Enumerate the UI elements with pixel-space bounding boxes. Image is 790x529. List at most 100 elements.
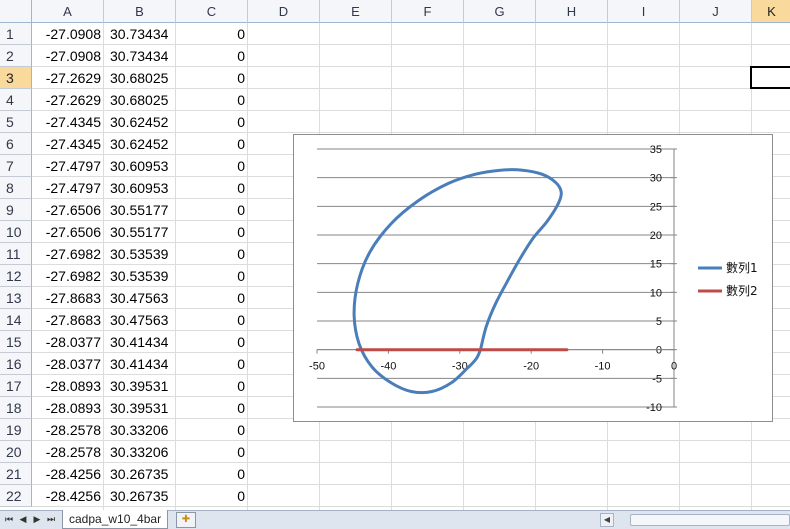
cell-b20[interactable]: 30.33206 — [110, 444, 169, 460]
cell-b18[interactable]: 30.39531 — [110, 400, 169, 416]
cell-c12[interactable]: 0 — [237, 268, 245, 284]
cell-a22[interactable]: -28.4256 — [45, 488, 101, 504]
column-header-c[interactable]: C — [176, 0, 248, 23]
active-cell-k3[interactable] — [750, 66, 790, 89]
cell-b19[interactable]: 30.33206 — [110, 422, 169, 438]
row-header-16[interactable]: 16 — [0, 353, 32, 375]
cell-b15[interactable]: 30.41434 — [110, 334, 169, 350]
cell-c6[interactable]: 0 — [237, 136, 245, 152]
column-header-d[interactable]: D — [248, 0, 320, 23]
cell-c22[interactable]: 0 — [237, 488, 245, 504]
select-all-corner[interactable] — [0, 0, 32, 23]
cell-a6[interactable]: -27.4345 — [45, 136, 101, 152]
row-header-11[interactable]: 11 — [0, 243, 32, 265]
first-sheet-button[interactable]: ⏮ — [4, 515, 14, 525]
row-header-4[interactable]: 4 — [0, 89, 32, 111]
cell-a10[interactable]: -27.6506 — [45, 224, 101, 240]
row-header-1[interactable]: 1 — [0, 23, 32, 45]
cell-c16[interactable]: 0 — [237, 356, 245, 372]
row-header-3[interactable]: 3 — [0, 67, 32, 89]
row-header-15[interactable]: 15 — [0, 331, 32, 353]
cell-b4[interactable]: 30.68025 — [110, 92, 169, 108]
cell-a1[interactable]: -27.0908 — [45, 26, 101, 42]
column-header-j[interactable]: J — [680, 0, 752, 23]
column-header-b[interactable]: B — [104, 0, 176, 23]
cell-a8[interactable]: -27.4797 — [45, 180, 101, 196]
cell-c15[interactable]: 0 — [237, 334, 245, 350]
cell-c4[interactable]: 0 — [237, 92, 245, 108]
row-header-12[interactable]: 12 — [0, 265, 32, 287]
cell-a4[interactable]: -27.2629 — [45, 92, 101, 108]
cell-a3[interactable]: -27.2629 — [45, 70, 101, 86]
row-header-13[interactable]: 13 — [0, 287, 32, 309]
cell-a15[interactable]: -28.0377 — [45, 334, 101, 350]
column-header-e[interactable]: E — [320, 0, 392, 23]
cell-b14[interactable]: 30.47563 — [110, 312, 169, 328]
horizontal-scrollbar[interactable]: ◀ — [600, 513, 790, 528]
last-sheet-button[interactable]: ⏭ — [46, 515, 56, 525]
cell-b21[interactable]: 30.26735 — [110, 466, 169, 482]
cell-a13[interactable]: -27.8683 — [45, 290, 101, 306]
cell-c9[interactable]: 0 — [237, 202, 245, 218]
row-header-5[interactable]: 5 — [0, 111, 32, 133]
cell-c7[interactable]: 0 — [237, 158, 245, 174]
cell-c21[interactable]: 0 — [237, 466, 245, 482]
cell-a20[interactable]: -28.2578 — [45, 444, 101, 460]
cell-c2[interactable]: 0 — [237, 48, 245, 64]
row-header-7[interactable]: 7 — [0, 155, 32, 177]
cell-b13[interactable]: 30.47563 — [110, 290, 169, 306]
new-sheet-icon[interactable]: ✚ — [176, 512, 196, 528]
cell-a14[interactable]: -27.8683 — [45, 312, 101, 328]
cell-a9[interactable]: -27.6506 — [45, 202, 101, 218]
cell-c10[interactable]: 0 — [237, 224, 245, 240]
column-header-i[interactable]: I — [608, 0, 680, 23]
scroll-left-icon[interactable]: ◀ — [600, 513, 614, 527]
row-header-19[interactable]: 19 — [0, 419, 32, 441]
column-header-h[interactable]: H — [536, 0, 608, 23]
row-header-21[interactable]: 21 — [0, 463, 32, 485]
scroll-thumb[interactable] — [630, 514, 790, 526]
row-header-8[interactable]: 8 — [0, 177, 32, 199]
cell-b1[interactable]: 30.73434 — [110, 26, 169, 42]
chart[interactable]: -10 -5 0 5 10 15 20 25 30 35 -50 -40 -30 -20 -10 0 數列1 數列… — [293, 134, 773, 422]
cell-a12[interactable]: -27.6982 — [45, 268, 101, 284]
cell-c20[interactable]: 0 — [237, 444, 245, 460]
cell-a17[interactable]: -28.0893 — [45, 378, 101, 394]
cell-a11[interactable]: -27.6982 — [45, 246, 101, 262]
cell-b7[interactable]: 30.60953 — [110, 158, 169, 174]
cell-b5[interactable]: 30.62452 — [110, 114, 169, 130]
cell-a18[interactable]: -28.0893 — [45, 400, 101, 416]
cell-b10[interactable]: 30.55177 — [110, 224, 169, 240]
cell-b11[interactable]: 30.53539 — [110, 246, 169, 262]
row-header-10[interactable]: 10 — [0, 221, 32, 243]
cell-b6[interactable]: 30.62452 — [110, 136, 169, 152]
column-header-f[interactable]: F — [392, 0, 464, 23]
cell-b2[interactable]: 30.73434 — [110, 48, 169, 64]
row-header-14[interactable]: 14 — [0, 309, 32, 331]
column-header-k[interactable]: K — [752, 0, 790, 23]
cell-b12[interactable]: 30.53539 — [110, 268, 169, 284]
sheet-tab[interactable]: cadpa_w10_4bar — [62, 510, 169, 529]
cell-a16[interactable]: -28.0377 — [45, 356, 101, 372]
cell-b3[interactable]: 30.68025 — [110, 70, 169, 86]
row-header-18[interactable]: 18 — [0, 397, 32, 419]
row-header-2[interactable]: 2 — [0, 45, 32, 67]
cell-a5[interactable]: -27.4345 — [45, 114, 101, 130]
cell-a7[interactable]: -27.4797 — [45, 158, 101, 174]
cell-c11[interactable]: 0 — [237, 246, 245, 262]
cell-b9[interactable]: 30.55177 — [110, 202, 169, 218]
cell-c19[interactable]: 0 — [237, 422, 245, 438]
cell-c14[interactable]: 0 — [237, 312, 245, 328]
cell-b17[interactable]: 30.39531 — [110, 378, 169, 394]
column-header-g[interactable]: G — [464, 0, 536, 23]
row-header-6[interactable]: 6 — [0, 133, 32, 155]
cell-a19[interactable]: -28.2578 — [45, 422, 101, 438]
prev-sheet-button[interactable]: ◀ — [19, 515, 27, 525]
cell-a2[interactable]: -27.0908 — [45, 48, 101, 64]
cell-c8[interactable]: 0 — [237, 180, 245, 196]
cell-c18[interactable]: 0 — [237, 400, 245, 416]
cell-b16[interactable]: 30.41434 — [110, 356, 169, 372]
cell-b22[interactable]: 30.26735 — [110, 488, 169, 504]
spreadsheet-grid[interactable]: A B C D E F G H I J K 1 -27.0908 30.73434 0 2 -27.0908 30… — [0, 0, 790, 510]
cell-c1[interactable]: 0 — [237, 26, 245, 42]
